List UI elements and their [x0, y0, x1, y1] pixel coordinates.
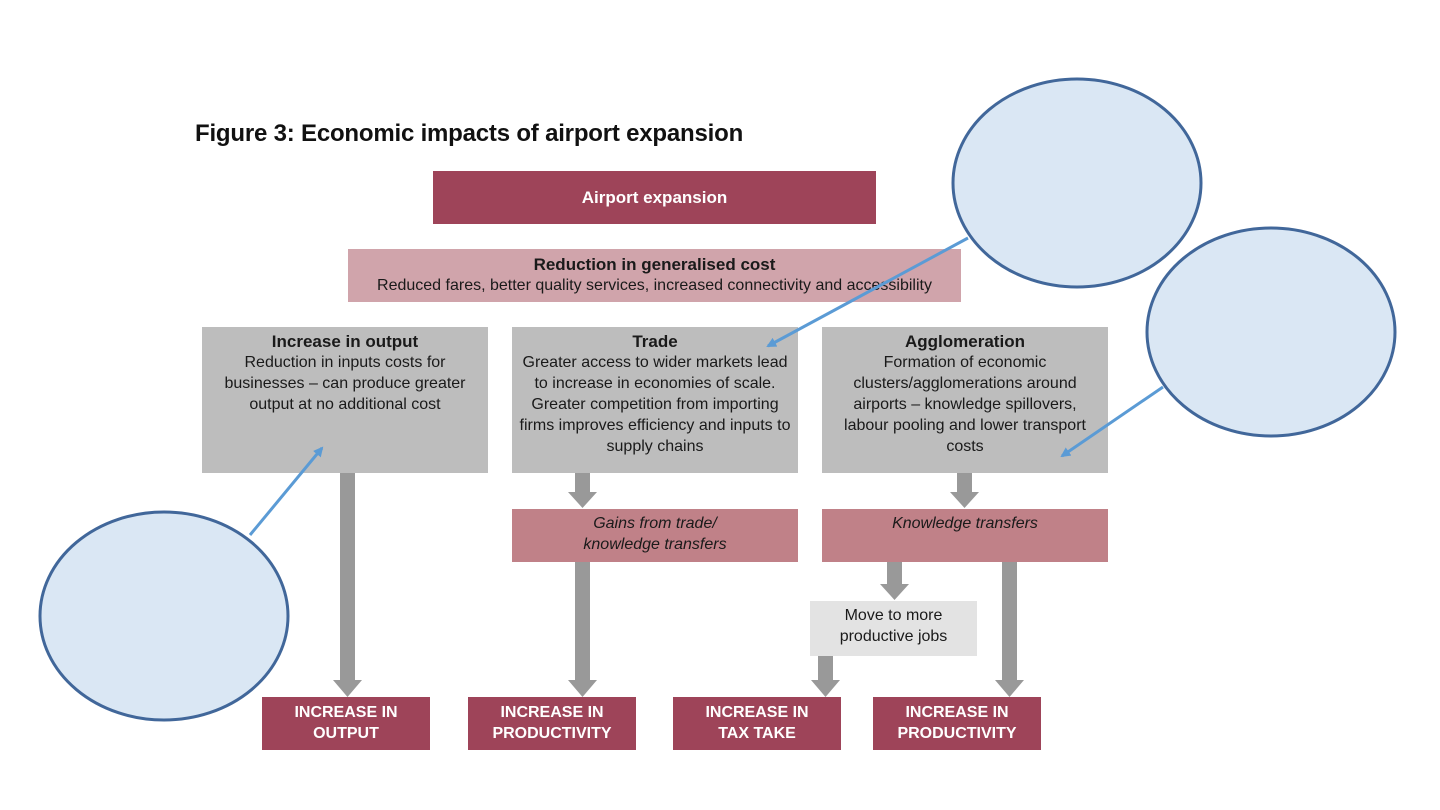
arrow-trade-to-gains	[568, 473, 597, 508]
outcome-increase-tax-take: INCREASE IN TAX TAKE	[673, 697, 841, 750]
knowledge-transfers-box: Knowledge transfers	[822, 509, 1108, 562]
outcome-line2: TAX TAKE	[718, 725, 796, 742]
agglomeration-title: Agglomeration	[905, 332, 1025, 351]
productive-jobs-box: Move to more productive jobs	[810, 601, 977, 656]
outcome-line1: INCREASE IN	[500, 704, 604, 721]
trade-title: Trade	[632, 332, 678, 351]
agglomeration-box: Agglomeration Formation of economic clus…	[822, 327, 1108, 473]
generalised-cost-box: Reduction in generalised cost Reduced fa…	[348, 249, 961, 302]
airport-expansion-box: Airport expansion	[433, 171, 876, 224]
increase-in-output-title: Increase in output	[271, 332, 419, 351]
trade-body: Greater access to wider markets lead to …	[519, 354, 791, 455]
figure-title: Figure 3: Economic impacts of airport ex…	[195, 120, 744, 147]
outcome-increase-productivity-agglomeration: INCREASE IN PRODUCTIVITY	[873, 697, 1041, 750]
arrow-knowledge-to-productivity	[995, 562, 1024, 697]
outcome-line2: PRODUCTIVITY	[492, 725, 612, 742]
arrow-knowledge-to-jobs	[880, 562, 909, 600]
gains-from-trade-label: Gains from trade/ knowledge transfers	[583, 515, 727, 553]
generalised-cost-body: Reduced fares, better quality services, …	[377, 277, 932, 294]
outcome-line1: INCREASE IN	[294, 704, 398, 721]
outcome-line2: PRODUCTIVITY	[897, 725, 1017, 742]
airport-expansion-label: Airport expansion	[581, 188, 728, 207]
outcome-line1: INCREASE IN	[905, 704, 1009, 721]
gains-from-trade-box: Gains from trade/ knowledge transfers	[512, 509, 798, 562]
knowledge-transfers-label: Knowledge transfers	[892, 515, 1038, 532]
arrow-output-to-increase-output	[333, 473, 362, 697]
outcome-increase-productivity-trade: INCREASE IN PRODUCTIVITY	[468, 697, 636, 750]
trade-box: Trade Greater access to wider markets le…	[512, 327, 798, 473]
outcome-line2: OUTPUT	[313, 725, 379, 742]
arrow-jobs-to-tax-take	[811, 655, 840, 697]
increase-in-output-body: Reduction in inputs costs for businesses…	[224, 354, 466, 413]
productive-jobs-label: Move to more productive jobs	[839, 607, 948, 645]
arrow-agglomeration-to-knowledge	[950, 473, 979, 508]
generalised-cost-title: Reduction in generalised cost	[533, 255, 776, 274]
arrow-gains-to-productivity	[568, 562, 597, 697]
outcome-line1: INCREASE IN	[705, 704, 809, 721]
outcome-increase-output: INCREASE IN OUTPUT	[262, 697, 430, 750]
increase-in-output-box: Increase in output Reduction in inputs c…	[202, 327, 488, 473]
agglomeration-body: Formation of economic clusters/agglomera…	[844, 354, 1086, 455]
